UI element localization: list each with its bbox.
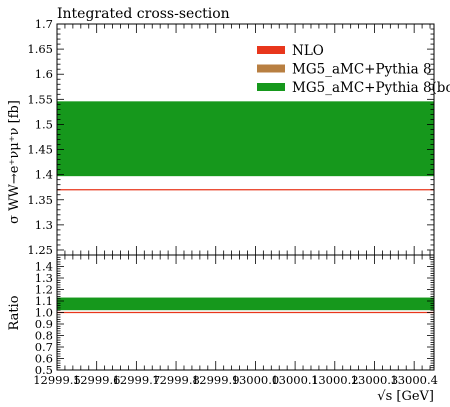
- x-tick-label: 13000.1: [271, 373, 319, 387]
- top-y-tick-label: 1.5: [35, 117, 53, 131]
- legend-swatch: [257, 46, 285, 54]
- top-y-tick-label: 1.65: [27, 42, 53, 56]
- x-tick-label: 12999.8: [152, 373, 200, 387]
- top-y-tick-label: 1.7: [35, 17, 53, 31]
- x-tick-label: 12999.7: [113, 373, 161, 387]
- ratio-panel: 0.50.60.70.80.91.01.11.21.31.412999.5129…: [33, 254, 438, 387]
- top-y-tick-label: 1.4: [35, 168, 53, 182]
- ratio-y-tick-label: 0.6: [35, 352, 53, 366]
- x-tick-label: 13000.2: [311, 373, 359, 387]
- top-panel: 1.25 1.3 1.35 1.4 1.45 1.5 1.55 1.6 1.65 1.7: [27, 17, 435, 257]
- top-y-tick-label: 1.6: [35, 67, 53, 81]
- ratio-y-tick-label: 0.8: [35, 329, 53, 343]
- ratio-y-tick-label: 1.3: [35, 271, 53, 285]
- ratio-band-1: [57, 297, 434, 311]
- ratio-y-tick-label: 0.5: [35, 363, 53, 377]
- top-band-2: [57, 101, 434, 177]
- x-tick-label: 13000.0: [232, 373, 280, 387]
- x-tick-label: 13000.3: [351, 373, 399, 387]
- top-y-tick-label: 1.35: [27, 193, 53, 207]
- ratio-y-tick-label: 1.4: [35, 260, 53, 274]
- x-tick-label: 13000.4: [390, 373, 438, 387]
- ratio-y-axis-label: Ratio: [7, 295, 22, 330]
- ratio-y-tick-label: 1.1: [35, 294, 53, 308]
- legend-label: MG5_aMC+Pythia 8: [292, 62, 432, 78]
- legend-swatch: [257, 83, 285, 91]
- x-tick-label: 12999.6: [73, 373, 121, 387]
- top-y-tick-label: 1.45: [27, 143, 53, 157]
- ratio-y-tick-label: 0.7: [35, 340, 53, 354]
- top-y-tick-label: 1.3: [35, 218, 53, 232]
- top-y-tick-label: 1.25: [27, 243, 53, 257]
- legend: NLO MG5_aMC+Pythia 8 MG5_aMC+Pythia 8(both…: [257, 43, 450, 96]
- top-y-tick-label: 1.55: [27, 92, 53, 106]
- chart-title: Integrated cross-section: [57, 6, 230, 22]
- top-y-axis-label: σ WW→e⁺νμ⁺ν [fb]: [7, 100, 22, 224]
- x-axis-label: √s [GeV]: [377, 389, 434, 404]
- legend-label: NLO: [292, 43, 324, 59]
- ratio-y-tick-label: 1.0: [35, 306, 53, 320]
- legend-swatch: [257, 64, 285, 73]
- ratio-y-tick-label: 0.9: [35, 317, 53, 331]
- x-tick-label: 12999.9: [192, 373, 240, 387]
- legend-label: MG5_aMC+Pythia 8(both): [292, 80, 450, 96]
- x-tick-label: 12999.5: [33, 373, 81, 387]
- ratio-y-tick-label: 1.2: [35, 283, 53, 297]
